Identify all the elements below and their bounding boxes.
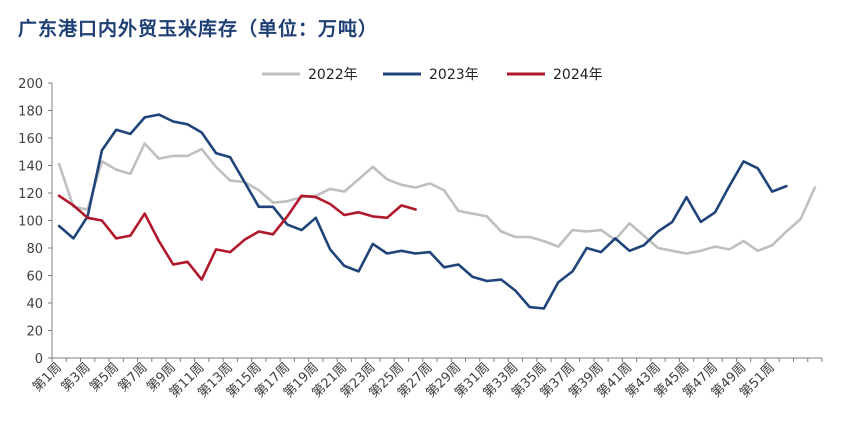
chart-title: 广东港口内外贸玉米库存（单位：万吨） — [18, 18, 379, 40]
y-tick-label: 80 — [26, 242, 43, 257]
y-tick-label: 100 — [18, 215, 43, 230]
legend-label: 2022年 — [308, 67, 358, 83]
legend: 2022年 2023年 2024年 — [262, 67, 603, 83]
x-tick-label: 第3周 — [59, 360, 94, 395]
x-tick-label: 第5周 — [87, 360, 122, 395]
series-line — [57, 142, 817, 255]
y-tick-label: 200 — [18, 77, 43, 92]
y-tick-label: 40 — [26, 297, 43, 312]
series-layer — [57, 113, 817, 310]
y-tick-label: 160 — [18, 132, 43, 147]
legend-label: 2023年 — [429, 67, 479, 83]
series-line — [57, 194, 417, 281]
y-tick-label: 140 — [18, 160, 43, 175]
y-tick-label: 180 — [18, 105, 43, 120]
y-tick-label: 120 — [18, 187, 43, 202]
series-line — [57, 113, 788, 310]
y-tick-label: 0 — [35, 352, 43, 367]
y-tick-label: 20 — [26, 325, 43, 340]
x-tick-label: 第7周 — [116, 360, 151, 395]
legend-label: 2024年 — [553, 67, 603, 83]
y-tick-label: 60 — [26, 270, 43, 285]
